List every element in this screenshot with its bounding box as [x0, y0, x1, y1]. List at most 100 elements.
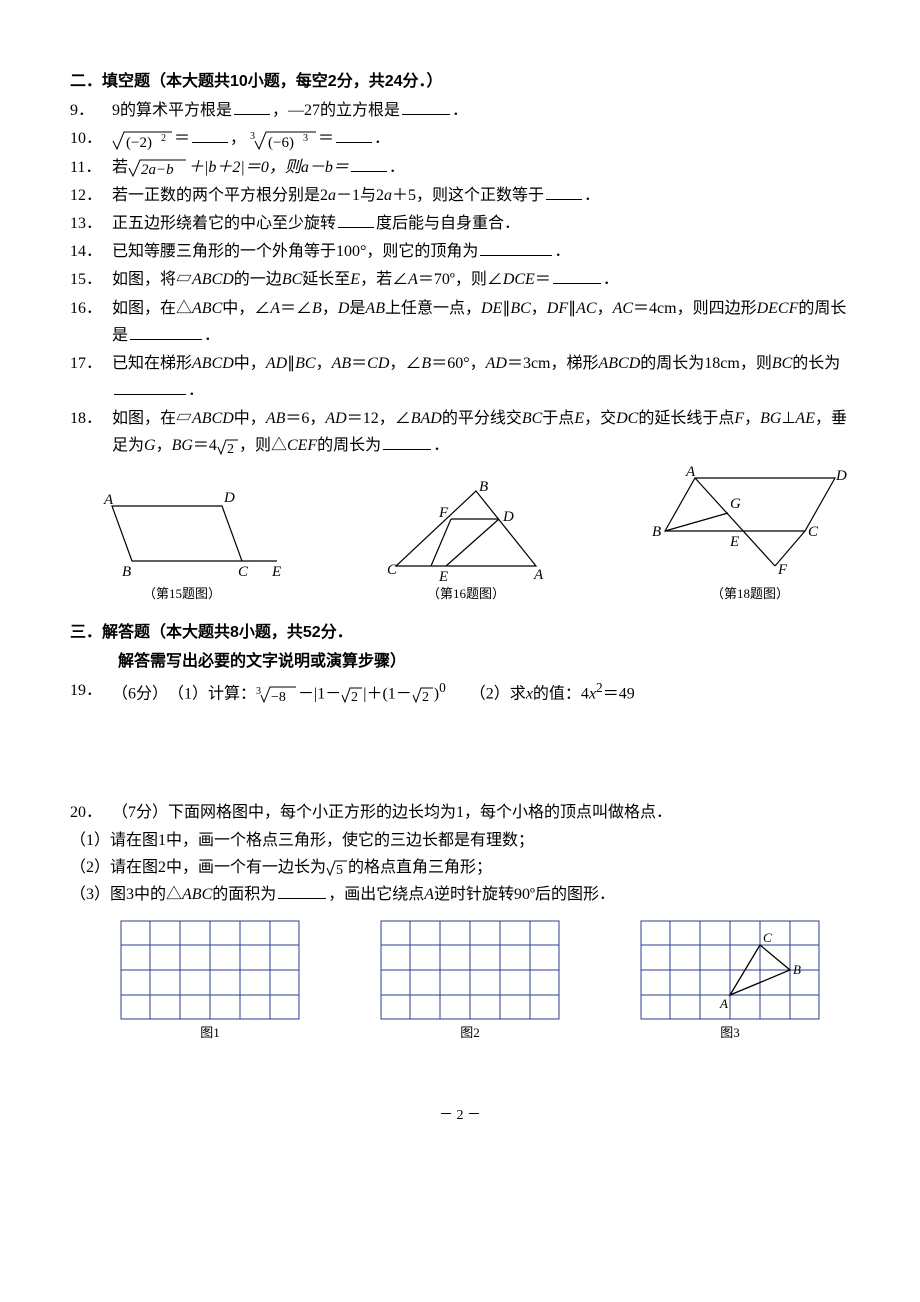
svg-text:3: 3: [303, 133, 308, 144]
fig18-A: A: [685, 466, 696, 480]
svg-text:2: 2: [351, 690, 358, 704]
grid3-cap: 图3: [640, 1022, 820, 1044]
q14-num: 14．: [70, 238, 112, 265]
q14-p1: 已知等腰三角形的一个外角等于100°，则它的顶角为: [112, 243, 478, 260]
cbrt-neg8: 3 −8: [256, 685, 298, 705]
q14-blank: [480, 239, 552, 256]
q18-num: 18．: [70, 405, 112, 459]
q18: 18． 如图，在▱ABCD中，AB＝6，AD＝12，∠BAD的平分线交BC于点E…: [70, 405, 850, 459]
q20-l2b: 的格点直角三角形；: [348, 859, 492, 876]
fig16-B: B: [479, 481, 488, 495]
q15-blank: [553, 268, 601, 285]
svg-text:2: 2: [227, 442, 234, 456]
q10-blank1: [192, 127, 228, 144]
grid2-cap: 图2: [380, 1022, 560, 1044]
fig18-C: C: [808, 524, 819, 540]
fig16-wrap: B A C D E F （第16题图）: [381, 481, 551, 605]
q19-p2: －|1－: [298, 685, 341, 702]
q12-num: 12．: [70, 182, 112, 209]
svg-text:2: 2: [422, 690, 429, 704]
fig18-B: B: [652, 524, 661, 540]
q10-p6: ．: [374, 130, 390, 147]
q13-blank: [338, 211, 374, 228]
section3-sub: 解答需写出必要的文字说明或演算步骤）: [118, 648, 850, 675]
svg-text:5: 5: [336, 863, 343, 877]
sqrt5: 5: [326, 859, 348, 877]
figures-row: A D B C E （第15题图） B A C D E F: [82, 466, 850, 605]
q9-body: 9的算术平方根是 ，—27的立方根是 ．: [112, 97, 850, 124]
q19: 19． （6分） （1）计算： 3 −8 －|1－ 2 |＋(1－ 2 )0 （…: [70, 677, 850, 708]
q19-p6: ＝49: [603, 685, 635, 702]
q11-blank: [351, 155, 387, 172]
fig16-A: A: [533, 567, 544, 581]
q20-l3a: （3）图3中的△ABC的面积为: [70, 886, 276, 903]
q9: 9． 9的算术平方根是 ，—27的立方根是 ．: [70, 97, 850, 124]
q19-num: 19．: [70, 677, 112, 708]
svg-text:2a−b: 2a−b: [141, 162, 174, 178]
q20-num: 20．: [70, 799, 112, 826]
section2-title: 二．填空题（本大题共10小题，每空2分，共24分．）: [70, 68, 850, 95]
fig18-G: G: [730, 496, 741, 512]
q17-blank: [114, 378, 186, 395]
q10-p5: ＝: [318, 130, 334, 147]
q14-body: 已知等腰三角形的一个外角等于100°，则它的顶角为 ．: [112, 238, 850, 265]
sqrt2-q18: 2: [217, 438, 239, 456]
q20-l2: （2）请在图2中，画一个有一边长为 5 的格点直角三角形；: [70, 854, 850, 881]
grid3-svg: A B C: [640, 920, 820, 1020]
q9-p1: 9的算术平方根是: [112, 102, 232, 119]
q19-gap: [446, 685, 478, 702]
fig15-B: B: [122, 564, 131, 580]
sqrt2-a: 2: [341, 686, 363, 704]
q20: 20． （7分）下面网格图中，每个小正方形的边长均为1，每个小格的顶点叫做格点．: [70, 799, 850, 826]
fig16-cap: （第16题图）: [381, 583, 551, 605]
q19-p5: （2）求x的值：4x: [478, 685, 596, 702]
q15-num: 15．: [70, 266, 112, 293]
q14-p2: ．: [554, 243, 570, 260]
q19-sup2: 2: [596, 680, 603, 695]
grid2-wrap: 图2: [380, 920, 560, 1044]
q10-p3: ，: [230, 130, 246, 147]
fig15-E: E: [271, 564, 281, 580]
sqrt-2a-b: 2a−b: [128, 158, 188, 178]
q9-num: 9．: [70, 97, 112, 124]
q20-blank: [278, 882, 326, 899]
grid3-C: C: [763, 930, 772, 945]
q9-p3: ．: [452, 102, 468, 119]
svg-text:(−6): (−6): [268, 135, 294, 151]
fig18-svg: A D B C E F G: [650, 466, 850, 581]
grid2-svg: [380, 920, 560, 1020]
q12-blank: [546, 183, 582, 200]
q12: 12． 若一正数的两个平方根分别是2a－1与2a＋5，则这个正数等于．: [70, 182, 850, 209]
page-number: － 2 －: [70, 1104, 850, 1128]
q19-sup0: 0: [439, 680, 446, 695]
q16: 16． 如图，在△ABC中，∠A＝∠B，D是AB上任意一点，DE∥BC，DF∥A…: [70, 295, 850, 349]
q14: 14． 已知等腰三角形的一个外角等于100°，则它的顶角为 ．: [70, 238, 850, 265]
q20-l3b: ，画出它绕点A逆时针旋转90º后的图形．: [328, 886, 615, 903]
q19-p3: |＋(1－: [363, 685, 412, 702]
section3-title: 三．解答题（本大题共8小题，共52分．: [70, 619, 850, 646]
fig15-C: C: [238, 564, 249, 580]
svg-text:2: 2: [161, 133, 166, 144]
fig15-svg: A D B C E: [82, 486, 282, 581]
q20-l2a: （2）请在图2中，画一个有一边长为: [70, 859, 326, 876]
q15: 15． 如图，将▱ABCD的一边BC延长至E，若∠A＝70º，则∠DCE＝．: [70, 266, 850, 293]
grid1-wrap: 图1: [120, 920, 300, 1044]
q11-p1: 若: [112, 159, 128, 176]
q11-num: 11．: [70, 154, 112, 181]
fig15-cap: （第15题图）: [82, 583, 282, 605]
q9-p2: ，—27的立方根是: [272, 102, 400, 119]
q20-l3: （3）图3中的△ABC的面积为 ，画出它绕点A逆时针旋转90º后的图形．: [70, 881, 850, 908]
q11-p3: ．: [389, 159, 405, 176]
fig15-A: A: [103, 492, 114, 508]
q12-text: 若一正数的两个平方根分别是2a－1与2a＋5，则这个正数等于: [112, 187, 544, 204]
q10-body: (−2) 2 ＝， 3 (−6) 3 ＝．: [112, 125, 850, 152]
q11-p2: ＋|b＋2|＝0，则a－b＝: [188, 159, 349, 176]
q10-p2: ＝: [174, 130, 190, 147]
fig15-D: D: [223, 490, 235, 506]
fig15-wrap: A D B C E （第15题图）: [82, 486, 282, 605]
svg-text:3: 3: [256, 686, 261, 697]
work-space-q19: [70, 709, 850, 799]
grid3-wrap: A B C 图3: [640, 920, 820, 1044]
q19-p1: （6分） （1）计算：: [112, 685, 256, 702]
q19-body: （6分） （1）计算： 3 −8 －|1－ 2 |＋(1－ 2 )0 （2）求x…: [112, 677, 850, 708]
